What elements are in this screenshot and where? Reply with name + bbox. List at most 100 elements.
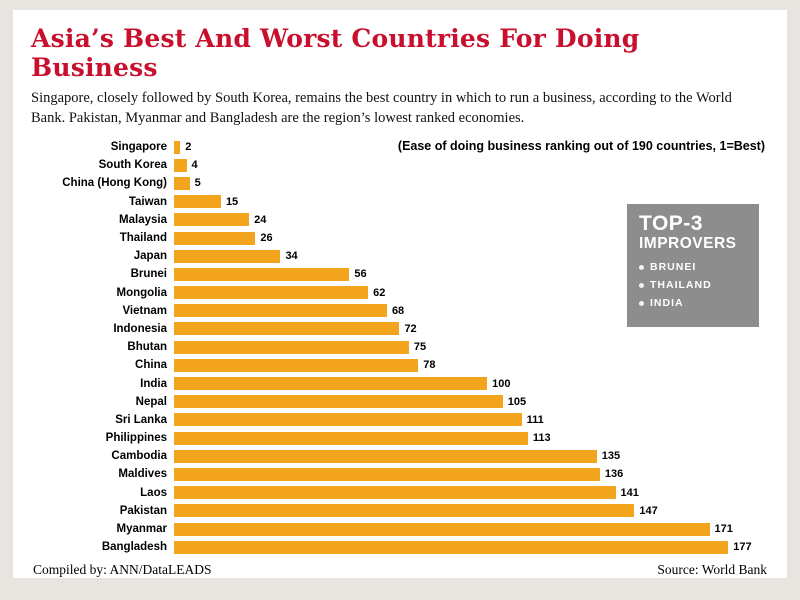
bar-track: 136 <box>174 465 769 483</box>
bar-value: 113 <box>532 432 551 445</box>
bar <box>174 140 181 154</box>
footer-compiled-by: Compiled by: ANN/DataLEADS <box>33 562 212 578</box>
bar-track: 2 <box>174 138 769 156</box>
bar-track: 135 <box>174 447 769 465</box>
improver-item: THAILAND <box>639 279 747 291</box>
bar <box>174 322 400 336</box>
bar-track: 113 <box>174 429 769 447</box>
country-label: Indonesia <box>113 322 167 335</box>
bar-row: South Korea 4 <box>31 156 769 174</box>
country-label: South Korea <box>98 159 167 172</box>
bar-row: Sri Lanka 111 <box>31 411 769 429</box>
top3-improvers-box: TOP-3 IMPROVERS BRUNEI THAILAND INDIA <box>627 204 759 328</box>
bar-row: Laos 141 <box>31 484 769 502</box>
chart-rows: Singapore 2 South Korea 4 China (Hong Kong) 5… <box>31 138 769 556</box>
bar-track: 105 <box>174 393 769 411</box>
bar-row: India 100 <box>31 374 769 392</box>
bar-value: 56 <box>354 268 367 281</box>
country-label: Laos <box>140 486 167 499</box>
improver-item: INDIA <box>639 297 747 309</box>
bar <box>174 467 600 481</box>
bar-track: 56 <box>174 265 769 283</box>
bar-track: 171 <box>174 520 769 538</box>
bullet-icon <box>639 264 644 270</box>
bar <box>174 195 221 209</box>
country-label: Bangladesh <box>101 541 167 554</box>
improver-label: THAILAND <box>650 279 712 292</box>
bar-track: 62 <box>174 284 769 302</box>
bar-track: 4 <box>174 156 769 174</box>
bar-chart: (Ease of doing business ranking out of 1… <box>31 138 769 556</box>
bar-value: 147 <box>639 504 658 517</box>
country-label: Vietnam <box>122 304 167 317</box>
improvers-title-line2: IMPROVERS <box>639 235 737 253</box>
improver-label: BRUNEI <box>650 261 697 274</box>
bar <box>174 267 350 281</box>
country-label: Philippines <box>105 432 167 445</box>
bar-row: China (Hong Kong) 5 <box>31 174 769 192</box>
bar <box>174 249 281 263</box>
country-label: India <box>140 377 167 390</box>
bar-row: Taiwan 15 <box>31 193 769 211</box>
chart-note: (Ease of doing business ranking out of 1… <box>397 139 765 153</box>
country-label: Pakistan <box>119 504 167 517</box>
country-label: Malaysia <box>119 213 167 226</box>
bar-row: Nepal 105 <box>31 393 769 411</box>
bar <box>174 486 616 500</box>
bar-row: Cambodia 135 <box>31 447 769 465</box>
bar-row: China 78 <box>31 356 769 374</box>
bar-row: Bhutan 75 <box>31 338 769 356</box>
bar-track: 68 <box>174 302 769 320</box>
bar <box>174 358 419 372</box>
bar-value: 78 <box>423 359 436 372</box>
bar <box>174 522 710 536</box>
country-label: Cambodia <box>111 450 167 463</box>
infographic-panel: Asia’s Best And Worst Countries For Doin… <box>13 10 787 578</box>
bar-row: Maldives 136 <box>31 465 769 483</box>
country-label: Myanmar <box>116 523 168 536</box>
country-label: China (Hong Kong) <box>62 177 167 190</box>
bar-track: 147 <box>174 502 769 520</box>
bar-value: 100 <box>492 377 511 390</box>
bar-row: Malaysia 24 <box>31 211 769 229</box>
bar-track: 78 <box>174 356 769 374</box>
bar-row: Thailand 26 <box>31 229 769 247</box>
bar-track: 24 <box>174 211 769 229</box>
bar-row: Japan 34 <box>31 247 769 265</box>
bar-track: 100 <box>174 374 769 392</box>
page-title: Asia’s Best And Worst Countries For Doin… <box>31 24 640 82</box>
footer: Compiled by: ANN/DataLEADS Source: World… <box>31 556 769 582</box>
bar <box>174 413 522 427</box>
improvers-list: BRUNEI THAILAND INDIA <box>639 261 747 309</box>
bar-value: 105 <box>507 395 527 408</box>
bar <box>174 377 488 391</box>
bullet-icon <box>639 282 644 288</box>
bar <box>174 540 729 554</box>
bar-value: 2 <box>185 141 192 154</box>
bar-track: 34 <box>174 247 769 265</box>
country-label: Sri Lanka <box>115 413 167 426</box>
bar-value: 136 <box>604 468 624 481</box>
country-label: Mongolia <box>116 286 167 299</box>
bar-value: 34 <box>285 250 298 263</box>
bar-track: 141 <box>174 484 769 502</box>
bar-row: Brunei 56 <box>31 265 769 283</box>
bar-track: 111 <box>174 411 769 429</box>
bar-row: Mongolia 62 <box>31 284 769 302</box>
bar-value: 75 <box>413 341 427 354</box>
bar-row: Myanmar 171 <box>31 520 769 538</box>
country-label: Thailand <box>119 232 167 245</box>
bar-value: 15 <box>225 195 239 208</box>
bar <box>174 504 635 518</box>
bullet-icon <box>639 300 644 306</box>
subtitle: Singapore, closely followed by South Kor… <box>31 90 732 126</box>
country-label: Singapore <box>110 141 167 154</box>
bar <box>174 304 387 318</box>
bar-row: Pakistan 147 <box>31 502 769 520</box>
country-label: Maldives <box>118 468 167 481</box>
bar-value: 177 <box>733 541 752 554</box>
bar-track: 26 <box>174 229 769 247</box>
bar-track: 5 <box>174 174 769 192</box>
bar <box>174 340 409 354</box>
